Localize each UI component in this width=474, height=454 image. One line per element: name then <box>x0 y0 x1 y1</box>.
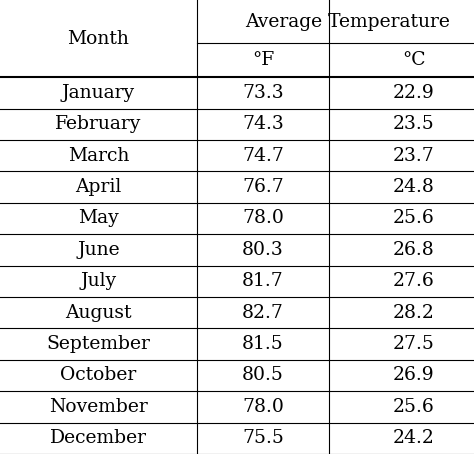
Text: °C: °C <box>402 51 425 69</box>
Text: August: August <box>65 304 132 322</box>
Text: July: July <box>80 272 117 290</box>
Text: 24.8: 24.8 <box>392 178 435 196</box>
Text: 75.5: 75.5 <box>242 429 284 447</box>
Text: 25.6: 25.6 <box>392 209 435 227</box>
Text: 22.9: 22.9 <box>392 84 435 102</box>
Text: 80.3: 80.3 <box>242 241 284 259</box>
Text: Month: Month <box>67 30 129 48</box>
Text: May: May <box>78 209 118 227</box>
Text: January: January <box>62 84 135 102</box>
Text: March: March <box>68 147 129 165</box>
Text: 26.9: 26.9 <box>393 366 434 385</box>
Text: 74.7: 74.7 <box>242 147 284 165</box>
Text: 81.5: 81.5 <box>242 335 284 353</box>
Text: 78.0: 78.0 <box>242 398 284 416</box>
Text: December: December <box>50 429 147 447</box>
Text: April: April <box>75 178 121 196</box>
Text: 25.6: 25.6 <box>392 398 435 416</box>
Text: 82.7: 82.7 <box>242 304 284 322</box>
Text: °F: °F <box>252 51 274 69</box>
Text: 24.2: 24.2 <box>392 429 435 447</box>
Text: 80.5: 80.5 <box>242 366 284 385</box>
Text: November: November <box>49 398 148 416</box>
Text: February: February <box>55 115 142 133</box>
Text: Average Temperature: Average Temperature <box>245 13 450 30</box>
Text: September: September <box>46 335 150 353</box>
Text: 28.2: 28.2 <box>392 304 435 322</box>
Text: 76.7: 76.7 <box>242 178 284 196</box>
Text: 23.7: 23.7 <box>392 147 435 165</box>
Text: October: October <box>60 366 137 385</box>
Text: 27.5: 27.5 <box>392 335 435 353</box>
Text: 26.8: 26.8 <box>392 241 435 259</box>
Text: 78.0: 78.0 <box>242 209 284 227</box>
Text: 81.7: 81.7 <box>242 272 284 290</box>
Text: 74.3: 74.3 <box>242 115 284 133</box>
Text: 73.3: 73.3 <box>242 84 284 102</box>
Text: June: June <box>77 241 119 259</box>
Text: 27.6: 27.6 <box>392 272 435 290</box>
Text: 23.5: 23.5 <box>392 115 435 133</box>
